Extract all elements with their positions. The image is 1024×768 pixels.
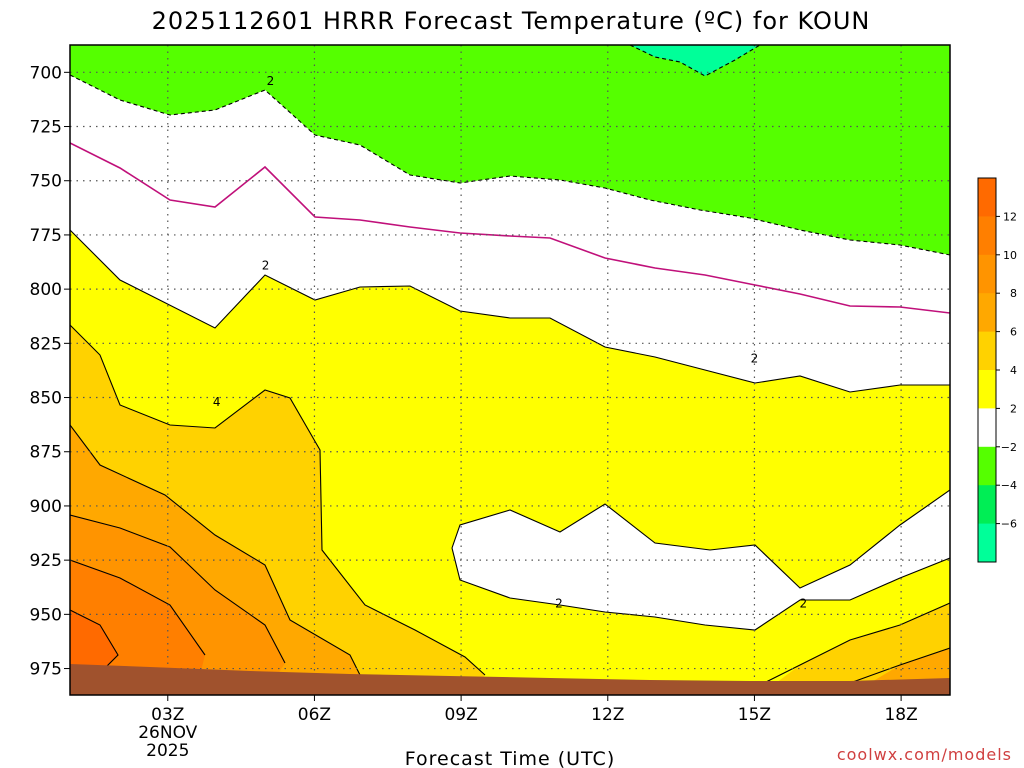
x-tick-label: 15Z (738, 705, 771, 725)
credit-text: coolwx.com/models (837, 745, 1012, 764)
terrain-ground (70, 664, 950, 695)
colorbar-swatch (978, 446, 996, 486)
contour-2-lower-pocket (451, 489, 950, 589)
x-tick-label: 09Z (444, 705, 477, 725)
colorbar-tick-label: 10 (1003, 249, 1017, 262)
contour-lines (70, 45, 950, 686)
contour-label: 2 (751, 352, 759, 366)
x-tick-label: 12Z (591, 705, 624, 725)
colorbar-tick-label: 2 (1010, 402, 1017, 415)
contour-minus-4-dashed (629, 45, 761, 77)
colorbar-tick-label: 8 (1010, 287, 1017, 300)
colorbar-tick-label: 4 (1010, 364, 1017, 377)
x-tick-label: 06Z (298, 705, 331, 725)
y-axis: 700 725 750 775 800 825 850 875 900 925 950 975 (30, 63, 70, 680)
band-12-to-14 (70, 610, 118, 668)
y-tick-label: 700 (30, 63, 62, 83)
contour-2-lower-pocket-bottom (451, 547, 950, 631)
contour-0-magenta (70, 142, 950, 314)
colorbar-tick-label: 6 (1010, 326, 1017, 339)
contour-label: 2 (262, 258, 270, 272)
contour-6-right (849, 647, 950, 684)
colorbar-tick-label: −4 (1001, 479, 1017, 492)
colorbar-tick-label: −2 (1001, 441, 1017, 454)
y-tick-label: 775 (30, 226, 62, 246)
colorbar-tick-label: 12 (1003, 210, 1017, 223)
band-minus-2-to-minus-4 (70, 45, 950, 255)
y-tick-label: 900 (30, 497, 62, 517)
contour-4-right (759, 602, 950, 686)
y-tick-label: 975 (30, 660, 62, 680)
x-tick-date-label: 26NOV (138, 723, 197, 743)
colorbar-swatch (978, 485, 996, 525)
colorbar-swatch (978, 178, 996, 217)
x-axis-label: Forecast Time (UTC) (405, 748, 615, 768)
x-tick-label: 03Z (151, 705, 184, 725)
contour-label: 2 (800, 597, 808, 611)
colorbar: 12 10 8 6 4 2 −2 −4 −6 (977, 177, 1017, 563)
band-minus-4-to-minus-6 (630, 45, 760, 76)
y-tick-label: 725 (30, 118, 62, 138)
colorbar-swatch (978, 370, 996, 409)
colorbar-swatch (978, 523, 996, 563)
x-tick-date-label: 2025 (146, 741, 189, 761)
colorbar-swatch (978, 408, 996, 448)
contour-8 (70, 514, 286, 664)
contour-10 (70, 559, 206, 656)
y-tick-label: 875 (30, 443, 62, 463)
y-tick-label: 800 (30, 280, 62, 300)
colorbar-swatch (978, 331, 996, 371)
contour-2-upper (70, 229, 950, 393)
colorbar-swatch (978, 216, 996, 256)
contour-4 (70, 324, 486, 676)
contour-label: 4 (213, 395, 221, 409)
y-tick-label: 850 (30, 389, 62, 409)
grid-lines (70, 45, 950, 695)
y-tick-label: 950 (30, 605, 62, 625)
plot-area (70, 45, 950, 695)
contour-12 (70, 609, 119, 669)
y-tick-label: 925 (30, 551, 62, 571)
colorbar-swatch (978, 254, 996, 294)
contour-labels: 2 2 4 2 2 2 (213, 74, 807, 611)
y-tick-label: 825 (30, 334, 62, 354)
colorbar-tick-label: −6 (1001, 518, 1017, 531)
contour-label: 2 (267, 74, 275, 88)
contour-6 (70, 424, 361, 676)
y-tick-label: 750 (30, 172, 62, 192)
plot-frame (69, 44, 951, 696)
x-tick-label: 18Z (884, 705, 917, 725)
colorbar-swatch (978, 293, 996, 333)
chart-title: 2025112601 HRRR Forecast Temperature (ºC… (152, 7, 871, 35)
contour-label: 2 (555, 597, 563, 611)
